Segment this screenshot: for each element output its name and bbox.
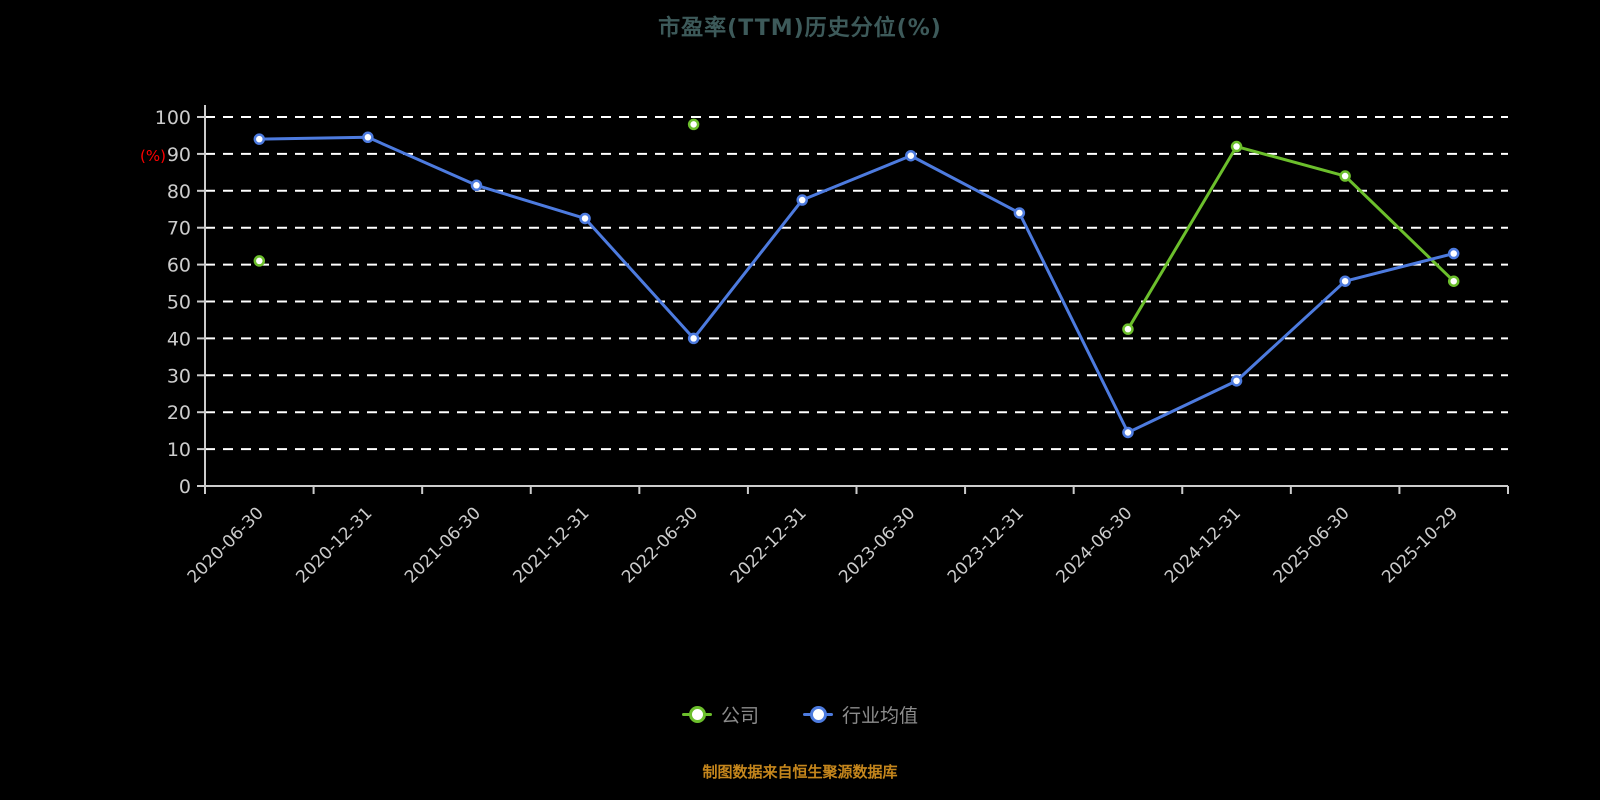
svg-text:80: 80 [167, 181, 191, 203]
legend-label-industry-average: 行业均值 [842, 705, 919, 727]
y-axis-unit-label: (%) [140, 147, 166, 165]
data-source-note: 制图数据来自恒生聚源数据库 [702, 763, 898, 781]
legend-label-company: 公司 [720, 705, 759, 727]
legend-item-industry-average[interactable]: 行业均值 [803, 701, 918, 728]
svg-text:2021-12-31: 2021-12-31 [510, 503, 594, 587]
svg-text:2023-12-31: 2023-12-31 [944, 503, 1028, 587]
legend: 公司 行业均值 [0, 701, 1600, 728]
svg-text:2025-06-30: 2025-06-30 [1270, 503, 1354, 587]
svg-text:2023-06-30: 2023-06-30 [835, 503, 919, 587]
svg-text:2022-06-30: 2022-06-30 [618, 503, 702, 587]
svg-text:2020-06-30: 2020-06-30 [184, 503, 268, 587]
svg-text:30: 30 [167, 365, 191, 387]
svg-text:40: 40 [167, 328, 191, 350]
legend-item-company[interactable]: 公司 [681, 701, 759, 728]
svg-text:10: 10 [167, 439, 191, 461]
svg-text:90: 90 [167, 144, 191, 166]
svg-text:70: 70 [167, 218, 191, 240]
svg-text:100: 100 [155, 107, 191, 129]
industry-average-series-marker-icon [803, 706, 833, 723]
svg-text:2022-12-31: 2022-12-31 [727, 503, 811, 587]
svg-text:0: 0 [179, 476, 191, 498]
svg-text:20: 20 [167, 402, 191, 424]
svg-text:50: 50 [167, 292, 191, 314]
svg-text:2024-06-30: 2024-06-30 [1052, 503, 1136, 587]
company-series-marker-icon [681, 706, 712, 723]
svg-text:60: 60 [167, 255, 191, 277]
chart-title: 市盈率(TTM)历史分位(%) [658, 16, 942, 41]
svg-text:2021-06-30: 2021-06-30 [401, 503, 485, 587]
svg-text:2020-12-31: 2020-12-31 [292, 503, 376, 587]
svg-text:2024-12-31: 2024-12-31 [1161, 503, 1245, 587]
svg-text:2025-10-29: 2025-10-29 [1378, 503, 1462, 587]
